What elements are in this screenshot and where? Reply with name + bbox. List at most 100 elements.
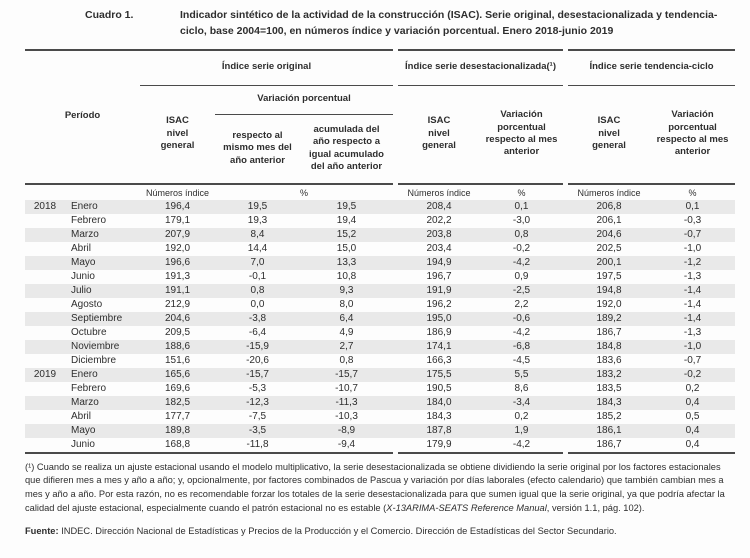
cell-isac-original: 191,3	[164, 270, 191, 282]
cell-isac-desest: 184,0	[426, 396, 452, 408]
cell-var-desest: -4,2	[512, 256, 531, 268]
cell-var-desest: 0,1	[514, 200, 529, 212]
cell-var-acumulada: 19,5	[336, 200, 357, 212]
cell-var-acumulada: 8,0	[339, 298, 354, 310]
cell-isac-tendencia: 186,7	[568, 437, 651, 454]
cell-var-desest: -0,2	[512, 242, 531, 254]
cell-var-tendencia: -1,4	[683, 284, 702, 296]
units-percent: %	[650, 182, 736, 200]
cell-isac-original: 196,4	[164, 200, 191, 212]
cell-var-tendencia: -1,0	[683, 242, 702, 254]
cell-isac-tendencia: 206,8	[596, 200, 622, 212]
cell-var-desest: 1,9	[514, 424, 529, 436]
table-row: 2018 Enero 196,4 19,5 19,5 208,4 0,1 206,8 0,1	[25, 199, 736, 214]
cell-var-tendencia: -1,4	[683, 298, 702, 310]
cell-isac-tendencia: 200,1	[596, 256, 622, 268]
cell-isac-desest: 174,1	[426, 340, 452, 352]
isac-data-table: Período Índice serie original Índice ser…	[25, 48, 736, 454]
row-year	[25, 312, 65, 326]
cell-isac-desest: 190,5	[426, 382, 452, 394]
cell-var-acumulada: -8,9	[337, 424, 356, 436]
cell-var-desest: 5,5	[514, 368, 529, 380]
header-sub-row: respecto al mismo mes del año anterior a…	[25, 114, 735, 184]
cell-var-mismo-mes: -3,5	[248, 424, 267, 436]
cell-var-tendencia: -0,3	[683, 214, 702, 226]
table-body: 2018 Enero 196,4 19,5 19,5 208,4 0,1 206,8 0,1 Fe…	[25, 199, 736, 454]
table-row: Marzo 182,5 -12,3 -11,3 184,0 -3,4 184,3 0,4	[25, 395, 736, 410]
cell-var-mismo-mes: 19,3	[247, 214, 268, 226]
table-row: Junio 191,3 -0,1 10,8 196,7 0,9 197,5 -1,3	[25, 270, 735, 284]
row-year	[25, 382, 65, 396]
table-row: Octubre 209,5 -6,4 4,9 186,9 -4,2 186,7 -1,3	[25, 326, 735, 340]
cell-var-acumulada: 15,0	[336, 242, 357, 254]
table-row: Febrero 179,1 19,3 19,4 202,2 -3,0 206,1 -0,3	[25, 214, 735, 228]
table-row: Mayo 196,6 7,0 13,3 194,9 -4,2 200,1 -1,2	[25, 255, 736, 270]
cell-var-acumulada: 2,7	[339, 340, 354, 352]
cell-isac-original: 168,8	[140, 437, 215, 454]
row-month: Abril	[71, 242, 92, 254]
cell-isac-tendencia: 183,6	[596, 354, 622, 366]
cell-var-mismo-mes: -0,1	[248, 270, 267, 282]
cell-var-tendencia: -1,3	[683, 326, 702, 338]
cell-var-acumulada: 10,8	[336, 270, 357, 282]
cell-isac-original: 196,6	[164, 256, 191, 268]
row-year	[25, 410, 65, 424]
cell-var-tendencia: -1,3	[683, 270, 702, 282]
cell-isac-tendencia: 189,2	[596, 312, 622, 324]
cell-isac-desest: 187,8	[426, 424, 452, 436]
row-month: Mayo	[71, 256, 96, 268]
cell-var-desest: -4,2	[512, 326, 531, 338]
cell-isac-original: 165,6	[164, 368, 191, 380]
cell-var-mismo-mes: -12,3	[246, 396, 269, 408]
variacion-porcentual-header: Variación porcentual	[215, 85, 393, 115]
cell-var-tendencia: -1,4	[683, 312, 702, 324]
cell-var-desest: 0,8	[514, 228, 529, 240]
units-blank	[25, 182, 140, 200]
cell-var-mismo-mes: -5,3	[248, 382, 267, 394]
cell-isac-original: 204,6	[164, 312, 191, 324]
cell-var-desest: 8,6	[514, 382, 529, 394]
cell-isac-desest: 166,3	[426, 354, 452, 366]
cell-isac-tendencia: 183,5	[596, 382, 622, 394]
row-year	[25, 214, 65, 228]
row-year	[25, 242, 65, 256]
row-year	[25, 228, 65, 242]
table-row: Junio 168,8 -11,8 -9,4 179,9 -4,2 186,7 0,4	[25, 437, 736, 454]
cell-var-desest: -4,2	[480, 437, 564, 454]
cell-isac-original: 212,9	[164, 298, 191, 310]
document-page: Cuadro 1. Indicador sintético de la acti…	[25, 8, 736, 536]
row-year	[25, 437, 65, 454]
row-month: Febrero	[71, 214, 107, 226]
row-year	[25, 256, 65, 270]
units-percent: %	[215, 182, 393, 200]
cell-isac-desest: 194,9	[426, 256, 452, 268]
table-row: Mayo 189,8 -3,5 -8,9 187,8 1,9 186,1 0,4	[25, 423, 736, 438]
row-month: Junio	[65, 437, 140, 454]
table-header: Período Índice serie original Índice ser…	[25, 48, 736, 200]
cell-var-tendencia: -0,7	[683, 354, 702, 366]
cell-var-desest: -0,6	[512, 312, 531, 324]
document-title: Cuadro 1. Indicador sintético de la acti…	[25, 8, 735, 40]
footnote: (¹) Cuando se realiza un ajuste estacion…	[25, 461, 735, 517]
cell-var-desest: 0,9	[514, 270, 529, 282]
units-row: Números índice % Números índice % Número…	[25, 182, 736, 200]
row-month: Diciembre	[71, 354, 117, 366]
header-mid-row: ISAC nivel general Variación porcentual …	[25, 85, 735, 157]
cell-var-mismo-mes: 0,0	[250, 298, 265, 310]
cell-var-acumulada: -10,7	[335, 382, 358, 394]
cell-var-tendencia: 0,2	[685, 382, 700, 394]
row-month: Septiembre	[71, 312, 123, 324]
source-label: Fuente:	[25, 525, 59, 536]
cell-isac-original: 151,6	[164, 354, 191, 366]
row-month: Febrero	[71, 382, 107, 394]
isac-desestacionalizada-header: ISAC nivel general	[422, 115, 456, 152]
row-month: Noviembre	[71, 340, 120, 352]
group-tendencia-header: Índice serie tendencia-ciclo	[568, 48, 736, 86]
cell-isac-tendencia: 197,5	[596, 270, 622, 282]
units-percent: %	[480, 182, 564, 200]
isac-tendencia-header: ISAC nivel general	[592, 115, 626, 152]
header-group-row: Período Índice serie original Índice ser…	[25, 48, 736, 184]
cell-isac-original: 209,5	[164, 326, 191, 338]
cell-var-desest: -3,0	[512, 214, 531, 226]
table-row: 2019 Enero 165,6 -15,7 -15,7 175,5 5,5 183,2 -0,…	[25, 367, 736, 382]
